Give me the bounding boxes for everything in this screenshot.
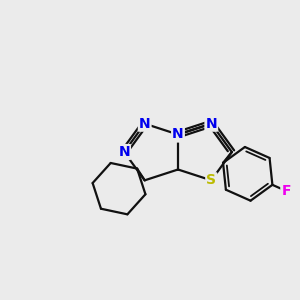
Text: N: N (118, 145, 130, 159)
Text: S: S (206, 173, 216, 187)
Text: N: N (206, 117, 217, 131)
Text: N: N (139, 117, 151, 131)
Text: F: F (281, 184, 291, 198)
Text: N: N (172, 128, 184, 142)
